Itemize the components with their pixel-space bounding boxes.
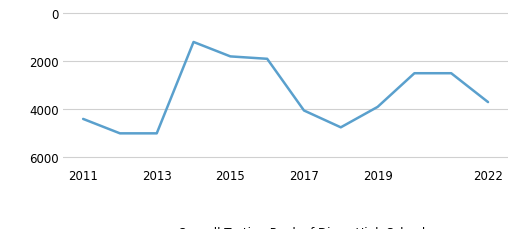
Overall Testing Rank of Dixon High School [190, 41, 196, 44]
Overall Testing Rank of Dixon High School [375, 106, 381, 109]
Overall Testing Rank of Dixon High School [264, 58, 270, 61]
Legend: Overall Testing Rank of Dixon High School: Overall Testing Rank of Dixon High Schoo… [141, 221, 430, 229]
Overall Testing Rank of Dixon High School [154, 132, 160, 135]
Overall Testing Rank of Dixon High School [227, 56, 234, 59]
Overall Testing Rank of Dixon High School [485, 101, 491, 104]
Overall Testing Rank of Dixon High School [411, 73, 418, 75]
Overall Testing Rank of Dixon High School [80, 118, 86, 121]
Overall Testing Rank of Dixon High School [448, 73, 454, 75]
Overall Testing Rank of Dixon High School [117, 132, 123, 135]
Line: Overall Testing Rank of Dixon High School: Overall Testing Rank of Dixon High Schoo… [83, 43, 488, 134]
Overall Testing Rank of Dixon High School [337, 126, 344, 129]
Overall Testing Rank of Dixon High School [301, 110, 307, 112]
